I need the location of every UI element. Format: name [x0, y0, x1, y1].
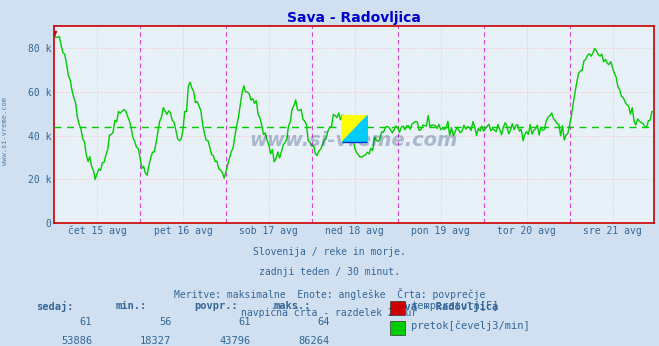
Text: pretok[čevelj3/min]: pretok[čevelj3/min] [411, 321, 530, 331]
Text: 61: 61 [80, 317, 92, 327]
Polygon shape [342, 116, 367, 142]
Text: 86264: 86264 [299, 336, 330, 346]
Text: sedaj:: sedaj: [36, 301, 74, 312]
Text: Sava - Radovljica: Sava - Radovljica [392, 301, 498, 312]
Text: 18327: 18327 [140, 336, 171, 346]
Text: navpična črta - razdelek 24 ur: navpična črta - razdelek 24 ur [241, 308, 418, 318]
Text: 61: 61 [238, 317, 250, 327]
Text: zadnji teden / 30 minut.: zadnji teden / 30 minut. [259, 267, 400, 277]
Text: maks.:: maks.: [273, 301, 311, 311]
Text: 56: 56 [159, 317, 171, 327]
Text: 43796: 43796 [219, 336, 250, 346]
Text: Meritve: maksimalne  Enote: angleške  Črta: povprečje: Meritve: maksimalne Enote: angleške Črta… [174, 288, 485, 300]
Text: Slovenija / reke in morje.: Slovenija / reke in morje. [253, 247, 406, 257]
Text: min.:: min.: [115, 301, 146, 311]
Text: 53886: 53886 [61, 336, 92, 346]
Text: www.si-vreme.com: www.si-vreme.com [250, 131, 458, 150]
Title: Sava - Radovljica: Sava - Radovljica [287, 11, 421, 25]
Polygon shape [342, 116, 367, 142]
Text: 64: 64 [317, 317, 330, 327]
Text: www.si-vreme.com: www.si-vreme.com [2, 98, 9, 165]
Text: temperatura[F]: temperatura[F] [411, 301, 499, 311]
Text: povpr.:: povpr.: [194, 301, 238, 311]
